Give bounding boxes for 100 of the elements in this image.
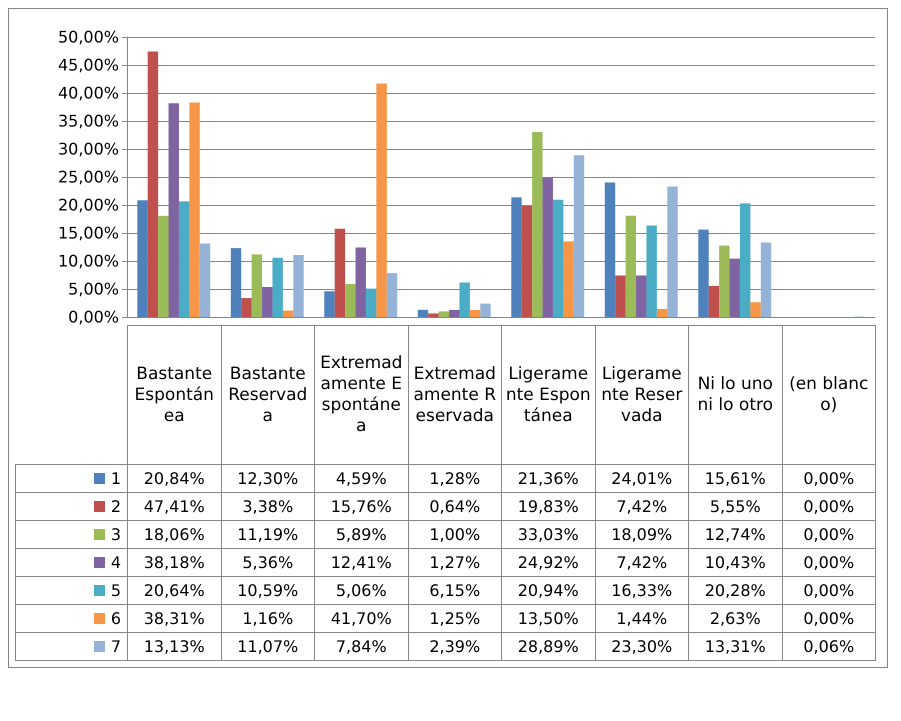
- data-label: 15,76%: [314, 492, 408, 520]
- bar: [542, 177, 553, 317]
- bar: [189, 102, 200, 317]
- data-label: 10,59%: [221, 576, 314, 604]
- x-tick-label: Extremadamente Reservada: [408, 326, 502, 464]
- y-tick-label: 5,00%: [68, 280, 119, 298]
- data-label: 13,13%: [128, 632, 221, 660]
- data-label: 7,42%: [595, 492, 688, 520]
- bar: [282, 310, 294, 317]
- x-tick-label: Ni lo uno ni lo otro: [688, 326, 782, 464]
- y-tick-label: 20,00%: [58, 196, 119, 214]
- bar: [532, 132, 543, 317]
- bar: [345, 284, 356, 317]
- data-label: 18,06%: [128, 520, 221, 548]
- data-label: 21,36%: [502, 464, 595, 492]
- data-label: 0,00%: [782, 604, 876, 632]
- bar: [418, 310, 428, 317]
- data-label: 3,38%: [221, 492, 314, 520]
- data-label: 0,06%: [782, 632, 876, 660]
- bar: [698, 230, 709, 317]
- x-tick-label: Extremadamente Espontánea: [314, 326, 408, 464]
- x-tick-label: Bastante Reservada: [221, 326, 314, 464]
- bar: [574, 155, 584, 317]
- data-label: 15,61%: [688, 464, 782, 492]
- bar: [615, 275, 626, 317]
- x-tick-label: (en blanco): [782, 326, 876, 464]
- bar: [168, 103, 179, 317]
- y-tick-label: 30,00%: [58, 140, 119, 158]
- data-label: 24,01%: [595, 464, 688, 492]
- data-label: 19,83%: [502, 492, 595, 520]
- bar: [522, 206, 532, 317]
- bar: [158, 216, 169, 317]
- bar: [376, 83, 387, 317]
- y-tick-label: 45,00%: [58, 56, 119, 74]
- bar: [428, 313, 439, 317]
- data-label: 28,89%: [502, 632, 595, 660]
- data-label: 1,44%: [595, 604, 688, 632]
- data-label: 5,36%: [221, 548, 314, 576]
- data-label: 24,92%: [502, 548, 595, 576]
- data-label: 1,27%: [408, 548, 502, 576]
- bar: [511, 197, 522, 317]
- data-label: 1,25%: [408, 604, 502, 632]
- data-label: 13,31%: [688, 632, 782, 660]
- bar: [740, 203, 750, 317]
- data-label: 6,15%: [408, 576, 502, 604]
- bar: [178, 201, 190, 317]
- data-label: 33,03%: [502, 520, 595, 548]
- bar: [636, 275, 646, 317]
- bar: [148, 52, 158, 317]
- data-label: 7,42%: [595, 548, 688, 576]
- data-label: 5,89%: [314, 520, 408, 548]
- data-label: 0,64%: [408, 492, 502, 520]
- y-tick-label: 0,00%: [68, 308, 119, 326]
- data-label: 23,30%: [595, 632, 688, 660]
- legend-label: 6: [16, 604, 128, 632]
- x-tick-label: Ligeramente Reservada: [595, 326, 688, 464]
- data-label: 5,55%: [688, 492, 782, 520]
- data-label: 0,00%: [782, 520, 876, 548]
- bar: [730, 258, 740, 317]
- data-label: 11,19%: [221, 520, 314, 548]
- data-label: 0,00%: [782, 464, 876, 492]
- bar: [656, 308, 668, 317]
- data-label: 4,59%: [314, 464, 408, 492]
- bar: [293, 255, 304, 317]
- bar: [470, 310, 480, 317]
- data-label: 0,00%: [782, 576, 876, 604]
- y-tick-label: 50,00%: [58, 28, 119, 46]
- bar: [563, 241, 574, 317]
- bar: [459, 282, 470, 317]
- bar: [604, 182, 616, 317]
- data-label: 18,09%: [595, 520, 688, 548]
- bar: [200, 243, 210, 317]
- bar: [708, 286, 720, 317]
- data-label: 0,00%: [782, 492, 876, 520]
- data-label: 10,43%: [688, 548, 782, 576]
- y-tick-label: 10,00%: [58, 252, 119, 270]
- data-label: 13,50%: [502, 604, 595, 632]
- data-label: 7,84%: [314, 632, 408, 660]
- bar: [356, 248, 366, 317]
- data-label: 11,07%: [221, 632, 314, 660]
- data-label: 38,18%: [128, 548, 221, 576]
- bar: [272, 258, 283, 317]
- data-label: 38,31%: [128, 604, 221, 632]
- data-label: 41,70%: [314, 604, 408, 632]
- bar: [334, 228, 346, 317]
- bar: [626, 216, 636, 317]
- bar: [137, 200, 148, 317]
- data-label: 47,41%: [128, 492, 221, 520]
- data-label: 12,30%: [221, 464, 314, 492]
- legend-label: 7: [16, 632, 128, 660]
- data-label: 1,00%: [408, 520, 502, 548]
- data-label: 0,00%: [782, 548, 876, 576]
- data-label: 20,64%: [128, 576, 221, 604]
- data-label: 5,06%: [314, 576, 408, 604]
- x-tick-label: Ligeramente Espontánea: [502, 326, 595, 464]
- bar: [760, 242, 772, 317]
- bar: [449, 310, 460, 317]
- bar: [386, 273, 398, 317]
- bar: [366, 288, 376, 317]
- bar: [552, 200, 564, 317]
